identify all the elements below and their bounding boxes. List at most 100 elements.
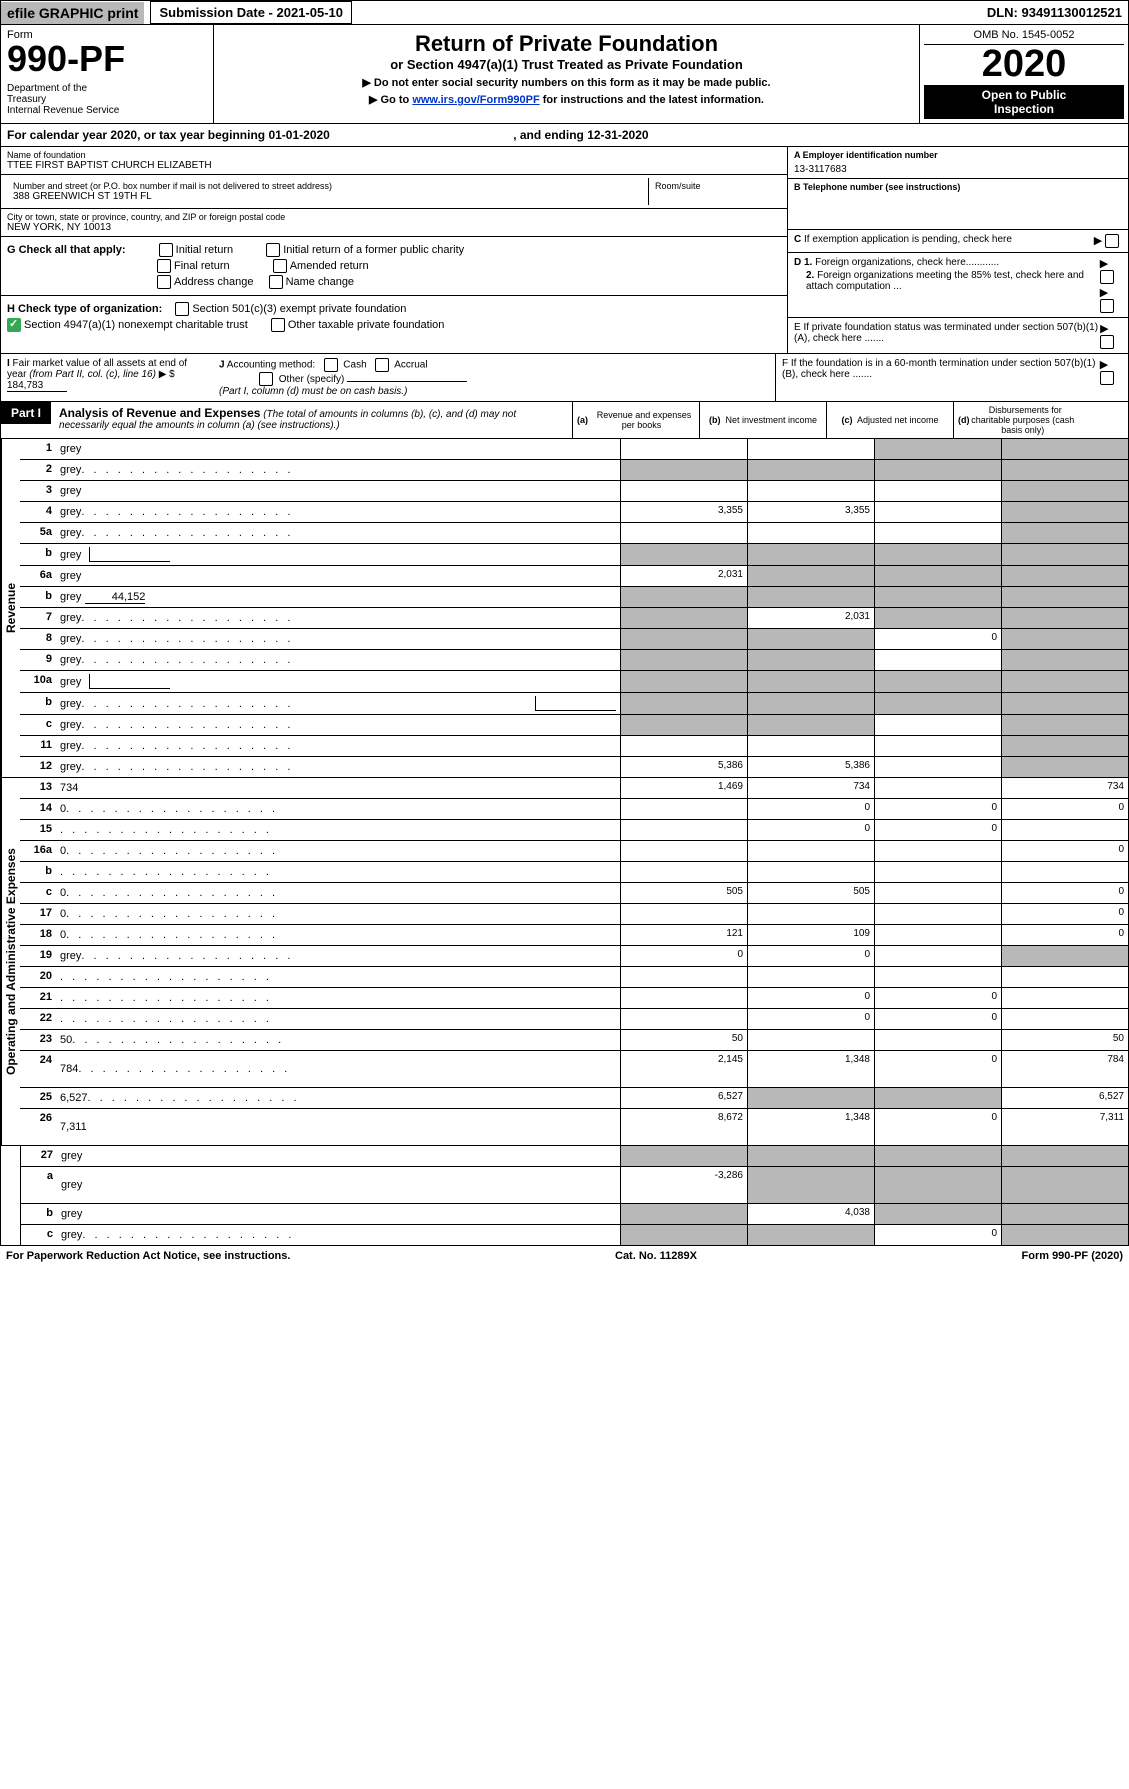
note-ssn: ▶ Do not enter social security numbers o… [220,76,913,89]
cb-other-tax[interactable] [271,318,285,332]
cb-amended[interactable] [273,259,287,273]
line-description: 0. . . . . . . . . . . . . . . . . . [56,925,620,945]
ein-cell: A Employer identification number 13-3117… [788,147,1128,179]
cb-accrual[interactable] [375,358,389,372]
line-number: 21 [20,988,56,1008]
data-cell [620,736,747,756]
j-accrual: Accrual [394,360,427,371]
expenses-section: Operating and Administrative Expenses 13… [1,777,1128,1145]
line-number: c [20,715,56,735]
line-description: grey. . . . . . . . . . . . . . . . . . [56,523,620,543]
room-cell: Room/suite [649,178,781,205]
calendar-year-row: For calendar year 2020, or tax year begi… [1,124,1128,147]
line-description: grey [57,1204,620,1224]
data-cell [1001,1167,1128,1203]
data-cell [874,566,1001,586]
data-cell: 0 [874,1051,1001,1087]
cal-mid: , and ending [513,128,587,142]
efile-label: efile GRAPHIC print [1,2,144,24]
cb-cash[interactable] [324,358,338,372]
data-cell: 505 [620,883,747,903]
data-cell [1001,608,1128,628]
cb-initial[interactable] [159,243,173,257]
data-cell [1001,587,1128,607]
data-cell [1001,946,1128,966]
cb-exempt[interactable] [1105,234,1119,248]
data-cell: 0 [747,1009,874,1029]
data-cell [620,862,747,882]
cb-name-change[interactable] [269,275,283,289]
cb-final[interactable] [157,259,171,273]
part1-header-row: Part I Analysis of Revenue and Expenses … [1,402,1128,439]
data-cell: 1,348 [747,1109,874,1145]
form-title: Return of Private Foundation [220,31,913,57]
line-description: grey [56,439,620,459]
cb-f[interactable] [1100,371,1114,385]
data-cell [874,736,1001,756]
line-number: 13 [20,778,56,798]
table-row: 2grey. . . . . . . . . . . . . . . . . . [20,460,1128,481]
cb-addr-change[interactable] [157,275,171,289]
table-row: 9grey. . . . . . . . . . . . . . . . . . [20,650,1128,671]
line-number: 5a [20,523,56,543]
part1-desc-col: Part I Analysis of Revenue and Expenses … [1,402,572,438]
data-cell: 5,386 [620,757,747,777]
h-other: Other taxable private foundation [288,319,445,331]
ein-label: A Employer identification number [794,150,938,160]
data-cell [620,693,747,714]
header-center: Return of Private Foundation or Section … [214,25,919,123]
data-cell [1001,502,1128,522]
data-cell [747,736,874,756]
e-text: E If private foundation status was termi… [794,322,1100,344]
data-cell [874,925,1001,945]
footer-mid: Cat. No. 11289X [615,1250,697,1262]
data-cell [874,1167,1001,1203]
data-cell [874,439,1001,459]
line-description: 784. . . . . . . . . . . . . . . . . . [56,1051,620,1087]
data-cell: 2,145 [620,1051,747,1087]
data-cell [747,1030,874,1050]
line-description: . . . . . . . . . . . . . . . . . . [56,862,620,882]
cb-501c3[interactable] [175,302,189,316]
line-description: . . . . . . . . . . . . . . . . . . [56,967,620,987]
cb-other-method[interactable] [259,372,273,386]
data-cell: 50 [1001,1030,1128,1050]
data-cell [620,608,747,628]
dln: DLN: 93491130012521 [987,5,1128,20]
data-cell [874,883,1001,903]
h-row2: Section 4947(a)(1) nonexempt charitable … [7,318,781,332]
line-description: grey [56,671,620,692]
cb-d1[interactable] [1100,270,1114,284]
irs-link[interactable]: www.irs.gov/Form990PF [412,94,539,106]
revenue-section: Revenue 1grey2grey. . . . . . . . . . . … [1,439,1128,777]
data-cell: 0 [747,988,874,1008]
h-row1: H Check type of organization: Section 50… [7,302,781,316]
data-cell [874,693,1001,714]
cb-4947[interactable] [7,318,21,332]
line-number: 17 [20,904,56,924]
d-foreign-box: D 1. Foreign organizations, check here..… [788,253,1128,318]
data-cell [747,841,874,861]
table-row: 5agrey. . . . . . . . . . . . . . . . . … [20,523,1128,544]
part1-title: Analysis of Revenue and Expenses (The to… [51,402,572,435]
data-cell [874,502,1001,522]
table-row: 11grey. . . . . . . . . . . . . . . . . … [20,736,1128,757]
table-row: cgrey. . . . . . . . . . . . . . . . . .… [21,1225,1128,1245]
table-row: 2350. . . . . . . . . . . . . . . . . .5… [20,1030,1128,1051]
table-row: 20. . . . . . . . . . . . . . . . . . [20,967,1128,988]
j-other: Other (specify) [279,374,345,385]
line-description: grey. . . . . . . . . . . . . . . . . . [56,460,620,480]
data-cell [874,778,1001,798]
cb-d2[interactable] [1100,299,1114,313]
city-value: NEW YORK, NY 10013 [7,222,781,233]
data-cell [1001,566,1128,586]
cb-initial-former[interactable] [266,243,280,257]
address-main: Number and street (or P.O. box number if… [7,178,649,205]
header-right: OMB No. 1545-0052 2020 Open to PublicIns… [919,25,1128,123]
page-footer: For Paperwork Reduction Act Notice, see … [0,1246,1129,1266]
cb-e[interactable] [1100,335,1114,349]
data-cell [620,650,747,670]
data-cell [1001,1009,1128,1029]
data-cell [620,629,747,649]
data-cell [874,608,1001,628]
